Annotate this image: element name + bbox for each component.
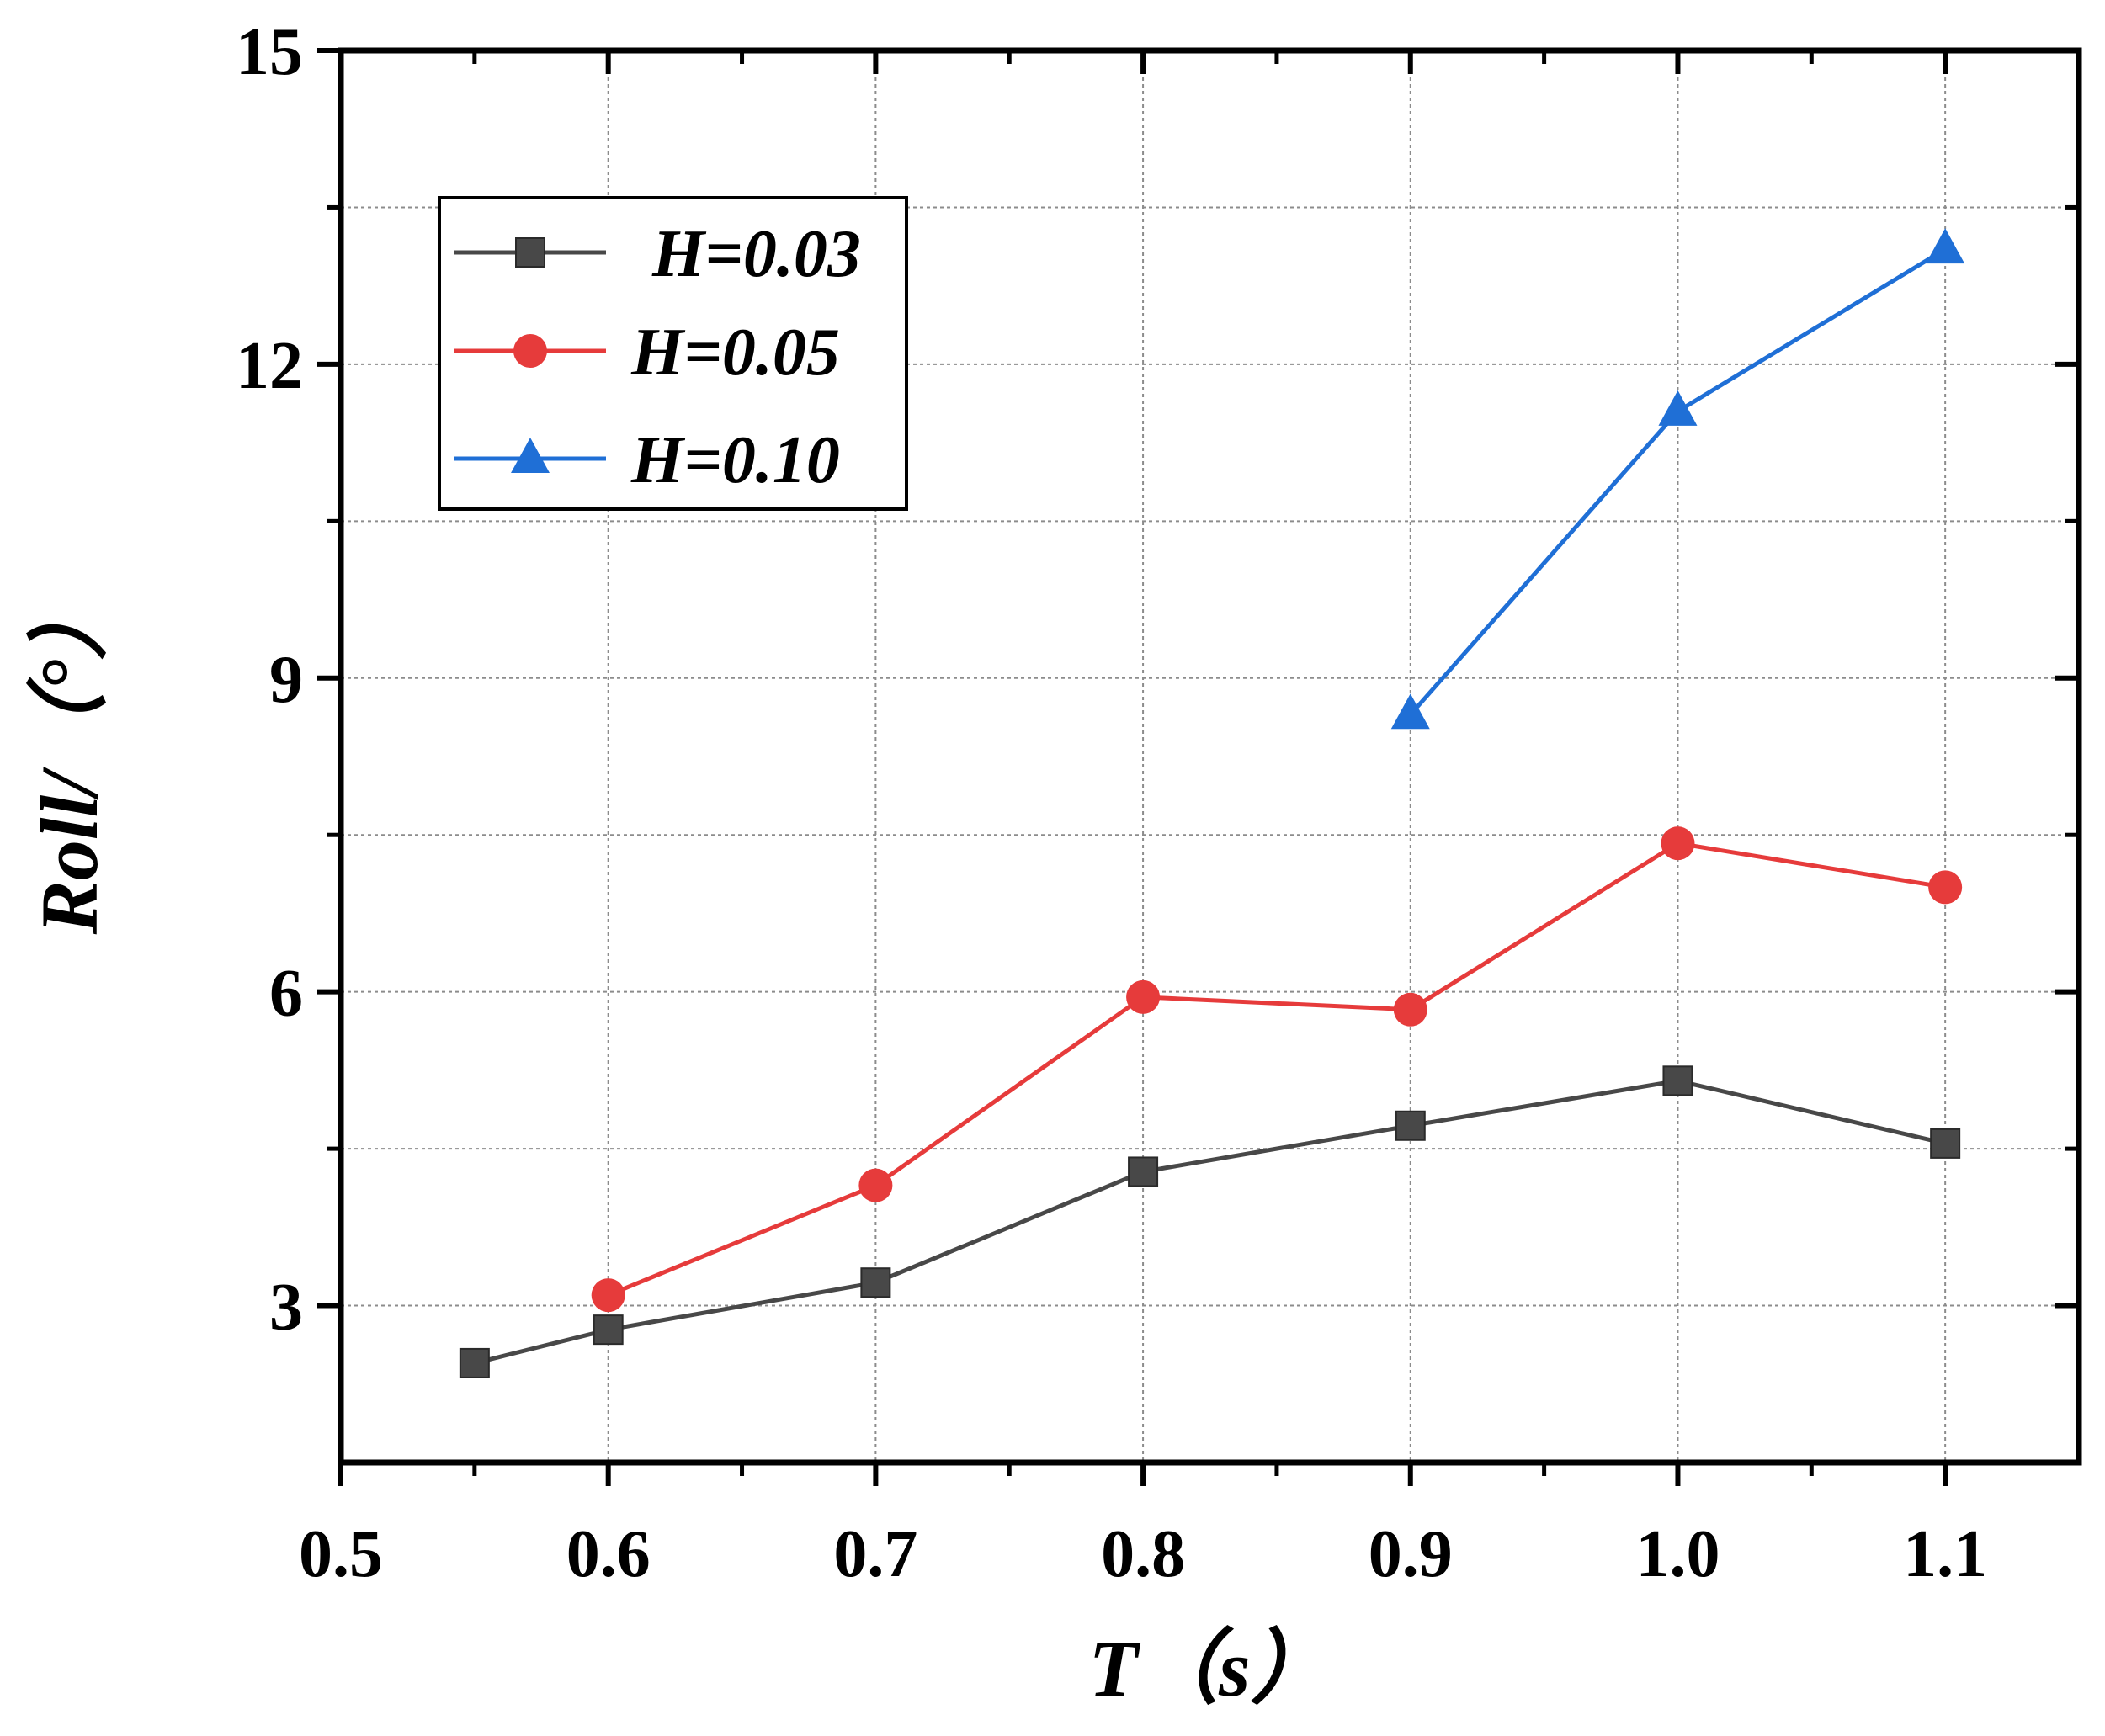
data-point: [858, 1168, 893, 1202]
data-point: [1390, 693, 1430, 730]
plot-frame: [338, 47, 2082, 1466]
axes: 0.5 0.6 0.7 0.8 0.9 1.0 1.1 3 6 9 12 15: [236, 15, 2079, 1591]
legend-label: H=0.03: [651, 217, 861, 291]
data-point: [1661, 826, 1695, 861]
y-tick-label: 9: [269, 643, 303, 717]
legend-label: H=0.05: [630, 316, 840, 390]
data-point: [1928, 870, 1963, 905]
data-point: [1926, 228, 1965, 264]
data-point: [1126, 979, 1161, 1014]
y-tick-label: 15: [236, 15, 303, 89]
legend-marker: [513, 334, 547, 368]
y-tick-label: 12: [236, 329, 303, 403]
data-point: [459, 1347, 490, 1378]
series-H=0.10: [1390, 228, 1965, 730]
data-point: [1658, 390, 1698, 426]
data-point: [1128, 1156, 1159, 1187]
data-point: [1395, 1110, 1426, 1141]
series-line: [474, 1078, 1946, 1366]
series-line: [607, 841, 1946, 1298]
y-tick-label: 3: [269, 1271, 303, 1345]
x-tick-label: 0.5: [299, 1517, 383, 1591]
y-axis-title: Roll/（°）: [24, 579, 114, 935]
x-tick-label: 1.1: [1903, 1517, 1987, 1591]
legend-label: H=0.10: [630, 423, 840, 497]
data-point: [860, 1267, 891, 1298]
legend-marker: [511, 438, 550, 473]
legend-marker: [515, 237, 545, 268]
x-tick-label: 0.7: [833, 1517, 917, 1591]
x-axis-title: T（s）: [1089, 1623, 1332, 1713]
x-tick-label: 0.6: [566, 1517, 651, 1591]
series-layer: [459, 228, 1965, 1378]
series-H=0.05: [591, 826, 1963, 1313]
data-point: [1930, 1128, 1961, 1159]
data-point: [1662, 1065, 1693, 1096]
y-tick-label: 6: [269, 957, 303, 1031]
data-point: [593, 1314, 624, 1346]
x-tick-label: 0.8: [1101, 1517, 1185, 1591]
x-tick-label: 1.0: [1635, 1517, 1720, 1591]
data-point: [591, 1278, 625, 1313]
data-point: [1393, 992, 1427, 1027]
series-H=0.03: [459, 1065, 1961, 1378]
legend: H=0.03 H=0.05 H=0.10: [438, 196, 908, 511]
x-tick-label: 0.9: [1369, 1517, 1453, 1591]
